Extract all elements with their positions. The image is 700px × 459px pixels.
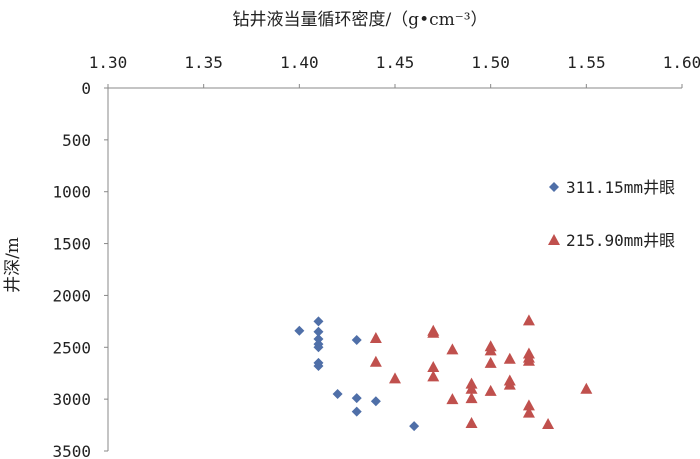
triangle-point	[427, 360, 440, 372]
diamond-point	[409, 421, 420, 432]
triangle-point	[522, 399, 535, 411]
diamond-point	[313, 360, 324, 371]
diamond-point	[294, 325, 305, 336]
y-tick-label: 3500	[52, 442, 91, 459]
triangle-point	[465, 382, 478, 394]
diamond-point	[351, 406, 362, 417]
triangle-point	[369, 355, 382, 367]
diamond-point	[313, 316, 324, 327]
y-tick-label: 1500	[52, 235, 91, 254]
diamond-point	[313, 333, 324, 344]
triangle-point	[503, 378, 516, 390]
legend-label: 311.15mm井眼	[566, 178, 675, 197]
triangle-point	[484, 344, 497, 356]
x-tick-labels: 1.30 1.35 1.40 1.45 1.50 1.55 1.60	[89, 53, 700, 88]
triangle-point	[465, 392, 478, 404]
triangle-point	[580, 382, 593, 394]
triangle-point	[446, 343, 459, 355]
triangle-point	[542, 418, 555, 430]
x-tick-label: 1.30	[89, 53, 128, 72]
x-tick-label: 1.40	[280, 53, 319, 72]
y-tick-labels: 0 500 1000 1500 2000 2500 3000 3500	[52, 79, 108, 459]
triangle-point	[484, 356, 497, 368]
x-tick-label: 1.55	[567, 53, 606, 72]
triangle-point	[503, 352, 516, 364]
y-tick-label: 2500	[52, 338, 91, 357]
diamond-point	[313, 326, 324, 337]
y-tick-label: 0	[81, 79, 91, 98]
triangle-point	[522, 406, 535, 418]
triangle-point	[427, 326, 440, 338]
triangle-point	[389, 372, 401, 384]
diamond-point	[370, 396, 381, 407]
triangle-point	[427, 370, 440, 382]
y-tick-label: 1000	[52, 183, 91, 202]
triangle-point	[522, 314, 535, 326]
x-axis-title: 钻井液当量循环密度/（g•cm⁻³）	[232, 10, 487, 30]
triangle-point	[446, 393, 459, 405]
triangle-point	[484, 384, 497, 396]
y-axis-title: 井深/m	[3, 237, 23, 293]
triangle-point	[522, 354, 535, 366]
y-tick-label: 2000	[52, 286, 91, 305]
x-tick-label: 1.35	[184, 53, 223, 72]
diamond-point	[351, 393, 362, 404]
diamond-point	[332, 388, 343, 399]
legend-diamond-icon	[549, 182, 559, 192]
data-points	[294, 314, 593, 432]
diamond-point	[351, 335, 362, 346]
y-tick-label: 500	[62, 131, 91, 150]
x-tick-label: 1.45	[376, 53, 415, 72]
y-tick-label: 3000	[52, 390, 91, 409]
legend-triangle-icon	[548, 234, 560, 245]
diamond-point	[313, 342, 324, 353]
triangle-point	[465, 416, 478, 428]
legend: 311.15mm井眼 215.90mm井眼	[548, 178, 675, 250]
x-tick-label: 1.60	[663, 53, 700, 72]
triangle-point	[369, 331, 382, 343]
x-tick-label: 1.50	[471, 53, 510, 72]
legend-label: 215.90mm井眼	[566, 231, 675, 250]
